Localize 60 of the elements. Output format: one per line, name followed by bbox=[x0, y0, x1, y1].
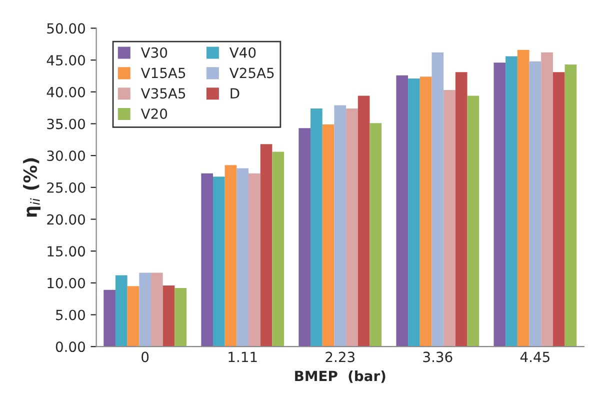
bar bbox=[139, 272, 152, 347]
legend-label: V35A5 bbox=[140, 88, 186, 99]
bar bbox=[298, 128, 311, 347]
x-tick-label: 1.11 bbox=[228, 352, 257, 362]
y-tick-label: 50.00 bbox=[47, 23, 85, 34]
y-tick-label: 10.00 bbox=[48, 278, 85, 288]
x-tick-label: 3.36 bbox=[423, 352, 452, 362]
bar bbox=[334, 105, 346, 347]
bar bbox=[224, 165, 237, 347]
bar bbox=[346, 108, 358, 347]
bar bbox=[370, 123, 382, 347]
x-tick-label: 0 bbox=[142, 352, 149, 362]
bar bbox=[506, 56, 518, 347]
bar bbox=[517, 50, 530, 347]
bar bbox=[201, 173, 213, 347]
bar bbox=[127, 286, 140, 347]
y-tick-label: 5.00 bbox=[56, 310, 85, 320]
y-tick-label: 35.00 bbox=[47, 118, 85, 130]
bar bbox=[236, 168, 249, 347]
legend-label: V15A5 bbox=[140, 68, 186, 78]
bar bbox=[541, 52, 553, 347]
x-axis-title: BMEP (bar) bbox=[295, 370, 386, 383]
bar bbox=[564, 64, 577, 347]
bar bbox=[396, 75, 408, 347]
bar bbox=[455, 72, 468, 347]
x-tick-label: 4.45 bbox=[520, 352, 550, 362]
bar bbox=[272, 152, 284, 347]
y-tick-label: 0.00 bbox=[56, 342, 85, 352]
bar bbox=[174, 288, 187, 347]
y-axis-title: η$_{ii}$ (%) bbox=[23, 158, 41, 217]
y-tick-label: 45.00 bbox=[46, 55, 85, 66]
bar bbox=[260, 144, 272, 347]
legend-label: V40 bbox=[229, 47, 256, 58]
bar bbox=[358, 96, 370, 347]
bar bbox=[420, 76, 432, 347]
bar bbox=[529, 61, 542, 347]
legend-label: D bbox=[230, 88, 240, 98]
y-tick-label: 30.00 bbox=[47, 150, 85, 162]
bar bbox=[408, 78, 420, 347]
legend-label: V20 bbox=[140, 108, 168, 119]
bar bbox=[248, 173, 260, 347]
bar bbox=[104, 290, 116, 347]
bar bbox=[310, 108, 322, 347]
bar bbox=[151, 272, 163, 347]
bar bbox=[432, 52, 444, 347]
bar bbox=[467, 96, 480, 347]
y-tick-label: 20.00 bbox=[47, 214, 85, 225]
y-tick-label: 25.00 bbox=[47, 182, 85, 193]
y-tick-label: 15.00 bbox=[48, 246, 85, 257]
legend-label: V25A5 bbox=[229, 68, 274, 78]
bar bbox=[115, 275, 128, 347]
bar bbox=[213, 176, 225, 347]
y-tick-label: 40.00 bbox=[46, 86, 85, 98]
bar bbox=[444, 90, 456, 347]
bar bbox=[494, 62, 506, 347]
bar bbox=[322, 124, 334, 347]
bar bbox=[162, 285, 175, 347]
bar bbox=[552, 72, 565, 347]
x-tick-label: 2.23 bbox=[326, 352, 354, 362]
legend-label: V30 bbox=[140, 47, 168, 58]
